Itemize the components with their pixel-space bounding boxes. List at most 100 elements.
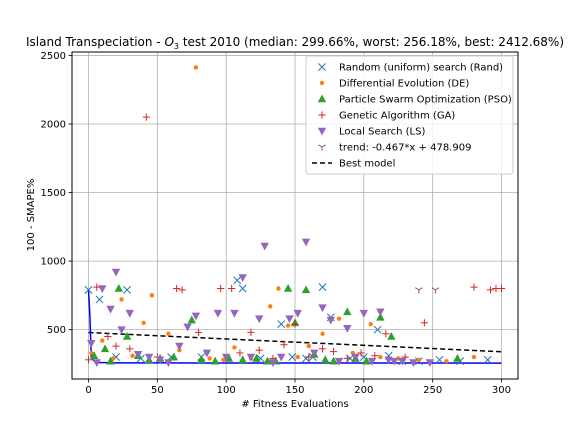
- series-1-point: [119, 297, 124, 302]
- series-4-point: [359, 309, 369, 318]
- series-3-point: [343, 354, 351, 363]
- chart-title-suffix: test 2010 (median: 299.66%, worst: 256.1…: [179, 35, 564, 49]
- series-4-point: [144, 353, 154, 362]
- series-3-point: [486, 286, 495, 294]
- series-4-point: [117, 326, 126, 335]
- series-2-point: [89, 351, 99, 359]
- series-1-point: [221, 357, 226, 363]
- x-tick-label: 0: [85, 385, 91, 396]
- series-3-point: [497, 284, 506, 293]
- series-4-point: [213, 309, 223, 318]
- legend-swatch-stroke: [318, 63, 326, 71]
- chart-title: Island Transpeciation - O3 test 2010 (me…: [26, 35, 564, 51]
- series-0-point-stroke: [233, 276, 242, 285]
- series-3-point: [178, 286, 186, 294]
- y-tick-label: 1500: [41, 188, 66, 199]
- chart-title-prefix: Island Transpeciation -: [26, 35, 164, 49]
- series-0-point: [95, 295, 104, 304]
- series-3-point: [470, 283, 478, 291]
- series-4-point: [155, 356, 165, 365]
- series-4-point: [326, 316, 335, 325]
- series-3-point: [84, 356, 93, 364]
- series-4-point: [409, 359, 418, 368]
- legend-label: trend: -0.467*x + 478.909: [339, 143, 471, 154]
- legend-label: Local Search (LS): [339, 127, 425, 138]
- series-4-point: [351, 353, 360, 362]
- series-1-point: [111, 356, 116, 361]
- series-3-point: [255, 346, 263, 354]
- series-4-point: [164, 359, 173, 368]
- series-5-point: [431, 287, 440, 294]
- legend-swatch: [317, 94, 327, 103]
- series-5-point-stroke: [431, 287, 436, 291]
- series-1-point: [207, 356, 212, 361]
- series-1-point: [336, 316, 342, 321]
- series-1-point: [100, 338, 105, 343]
- series-0-point: [288, 353, 297, 362]
- series-1-point: [141, 320, 146, 325]
- series-2-point: [169, 352, 179, 361]
- series-4-point: [318, 304, 327, 313]
- series-0-point-stroke: [359, 353, 368, 362]
- series-2-point: [122, 331, 132, 340]
- legend-label: Genetic Algorithm (GA): [339, 111, 455, 122]
- series-1-point: [285, 323, 291, 328]
- x-tick-label: 300: [492, 385, 511, 396]
- series-3-point: [329, 347, 338, 356]
- series-4-point: [87, 340, 96, 348]
- series-2-point: [263, 356, 272, 365]
- x-tick-label: 150: [285, 385, 304, 396]
- chart-title-sub: 3: [174, 42, 179, 51]
- series-3-point: [247, 328, 255, 336]
- legend-box: [305, 55, 514, 175]
- series-2-point: [301, 285, 311, 294]
- series-0-point: [84, 285, 93, 294]
- series-3-point: [126, 345, 134, 353]
- series-5-point-stroke: [415, 287, 420, 291]
- best-model-line: [88, 331, 502, 353]
- series-3-point: [291, 320, 299, 328]
- series-1-point: [295, 354, 300, 360]
- series-3-point: [280, 341, 288, 349]
- series-4-point: [268, 359, 278, 368]
- series-3-point: [195, 328, 203, 336]
- legend-swatch: [318, 63, 326, 71]
- legend: Random (uniform) search (Rand) Differenti…: [305, 55, 514, 175]
- x-tick-label: 250: [423, 385, 442, 396]
- series-0-point: [435, 355, 444, 364]
- x-tick-label: 200: [354, 385, 373, 396]
- series-2-point: [197, 355, 206, 364]
- series-0-point-stroke: [318, 283, 327, 292]
- legend-label: Random (uniform) search (Rand): [339, 63, 503, 74]
- series-0-point: [123, 285, 132, 294]
- series-1-point: [232, 345, 237, 350]
- series-3-point: [318, 345, 327, 353]
- series-2-point: [238, 355, 247, 364]
- legend-label: Best model: [339, 159, 395, 170]
- series-1-point: [193, 65, 199, 70]
- x-axis-label: # Fitness Evaluations: [241, 399, 348, 410]
- legend-swatch: [317, 127, 327, 136]
- series-4-point: [425, 359, 435, 368]
- series-4-point: [133, 351, 143, 359]
- series-3-point: [236, 349, 244, 357]
- x-tick-label: 50: [151, 385, 164, 396]
- y-tick-label: 2000: [41, 119, 66, 130]
- legend-label: Differential Evolution (DE): [339, 79, 469, 90]
- series-0-point-stroke: [373, 325, 382, 334]
- series-4-point: [175, 342, 184, 351]
- series-4-point: [293, 309, 302, 318]
- series-3-point: [305, 353, 313, 361]
- x-tick-label: 100: [217, 385, 236, 396]
- series-4-point: [260, 242, 269, 251]
- series-4-point: [183, 323, 192, 332]
- series-0-point: [318, 283, 327, 292]
- series-2-point: [321, 355, 330, 364]
- series-4-point: [389, 357, 399, 366]
- series-0-point-stroke: [483, 355, 492, 364]
- y-tick-label: 1000: [41, 257, 66, 268]
- series-5-point: [415, 287, 423, 294]
- series-4-point: [376, 308, 385, 317]
